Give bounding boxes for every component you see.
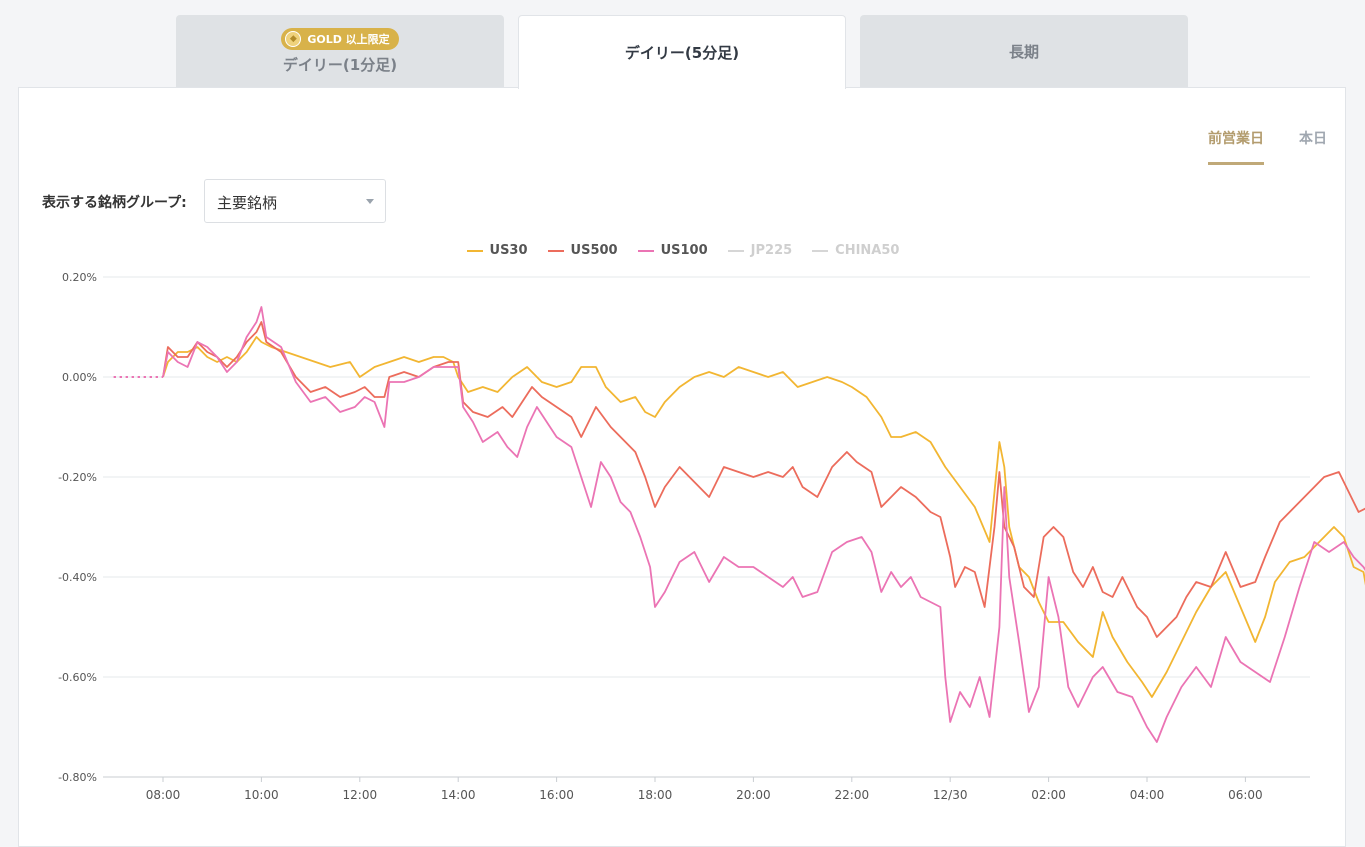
legend-swatch-jp225 [727, 249, 744, 252]
x-tick-label: 06:00 [1228, 788, 1263, 802]
x-tick-label: 12/30 [933, 788, 968, 802]
x-tick-label: 04:00 [1130, 788, 1165, 802]
x-tick-label: 20:00 [736, 788, 771, 802]
series-line-us100 [162, 306, 1365, 743]
period-tabs: 前営業日 本日 [1208, 128, 1327, 165]
y-tick-label: -0.20% [58, 471, 97, 484]
tab-daily-5min-label: デイリー(5分足) [624, 44, 740, 62]
tab-long-term-label: 長期 [1008, 43, 1039, 61]
legend-item-us30[interactable]: US30 [466, 243, 528, 258]
y-tick-label: -0.80% [58, 771, 97, 784]
legend-swatch-us30 [466, 249, 483, 252]
series-line-us30 [162, 336, 1365, 698]
y-tick-label: 0.00% [62, 371, 97, 384]
chart-panel: 前営業日 本日 表示する銘柄グループ: 主要銘柄 US30 US500 US10… [18, 87, 1346, 847]
y-tick-label: 0.20% [62, 271, 97, 284]
gold-badge-label: GOLD 以上限定 [307, 33, 390, 46]
series-line-us500 [162, 321, 1365, 638]
chart-legend: US30 US500 US100 JP225 CHINA50 [19, 243, 1347, 258]
period-tab-today[interactable]: 本日 [1299, 131, 1327, 147]
y-tick-label: -0.60% [58, 671, 97, 684]
x-tick-label: 18:00 [638, 788, 673, 802]
legend-label-us30: US30 [489, 243, 528, 258]
legend-item-us100[interactable]: US100 [637, 243, 708, 258]
tab-long-term[interactable]: 長期 [860, 15, 1188, 88]
legend-item-us500[interactable]: US500 [547, 243, 618, 258]
legend-label-us500: US500 [570, 243, 618, 258]
caret-down-icon [366, 199, 374, 204]
group-select[interactable]: 主要銘柄 [204, 179, 386, 223]
tab-daily-1min-label: デイリー(1分足) [282, 56, 398, 74]
x-tick-label: 14:00 [441, 788, 476, 802]
y-tick-label: -0.40% [58, 571, 97, 584]
gold-badge: ◆ GOLD 以上限定 [281, 28, 399, 50]
x-tick-label: 10:00 [244, 788, 279, 802]
tab-daily-5min[interactable]: デイリー(5分足) [518, 15, 846, 89]
x-tick-label: 08:00 [146, 788, 181, 802]
legend-label-jp225: JP225 [750, 243, 793, 258]
legend-item-jp225[interactable]: JP225 [727, 243, 793, 258]
legend-swatch-us500 [547, 249, 564, 252]
x-tick-label: 02:00 [1031, 788, 1066, 802]
x-tick-label: 22:00 [835, 788, 870, 802]
period-tab-previous-day[interactable]: 前営業日 [1208, 128, 1264, 165]
group-select-label: 表示する銘柄グループ: [42, 195, 187, 211]
legend-item-china50[interactable]: CHINA50 [812, 243, 899, 258]
line-chart: 0.20% 0.00% -0.20% -0.40% -0.60% -0.80% 08:00 1… [58, 271, 1365, 802]
group-select-value: 主要銘柄 [217, 194, 278, 212]
legend-swatch-us100 [637, 249, 654, 252]
x-tick-label: 12:00 [343, 788, 378, 802]
x-tick-label: 16:00 [539, 788, 574, 802]
chart-mode-tabs: ◆ GOLD 以上限定 デイリー(1分足) デイリー(5分足) 長期 [0, 0, 1365, 90]
legend-label-china50: CHINA50 [835, 243, 900, 258]
legend-swatch-china50 [812, 249, 829, 252]
legend-label-us100: US100 [660, 243, 708, 258]
tab-daily-1min[interactable]: ◆ GOLD 以上限定 デイリー(1分足) [176, 15, 504, 88]
gold-medal-icon: ◆ [285, 31, 302, 47]
